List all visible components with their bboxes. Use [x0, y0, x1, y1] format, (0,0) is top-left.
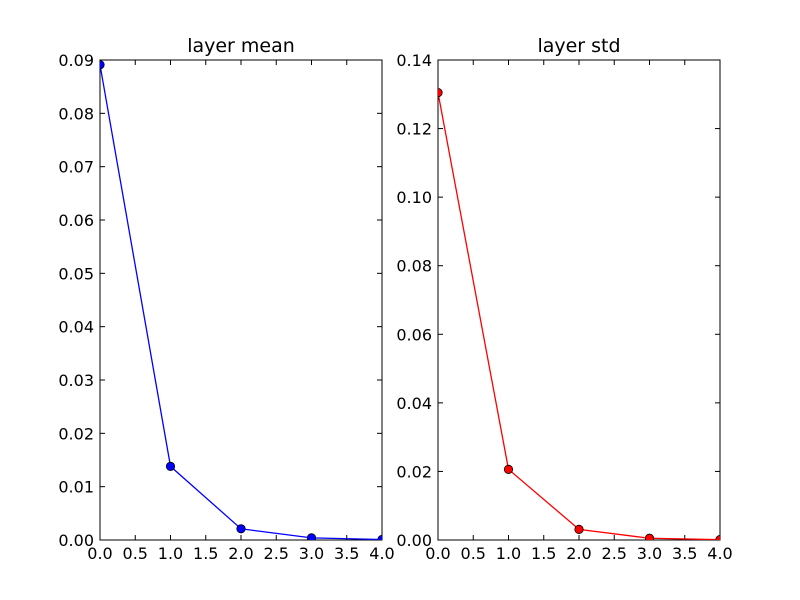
x-tick-label: 4.0 [369, 544, 394, 563]
data-point [100, 60, 105, 70]
x-tick-label: 1.0 [158, 544, 183, 563]
y-tick-label: 0.06 [396, 325, 432, 344]
data-point [165, 461, 176, 471]
axes-frame [437, 59, 721, 541]
data-point [715, 535, 720, 540]
y-tick-label: 0.02 [396, 462, 432, 481]
data-point [306, 533, 317, 540]
subplot-layer-std: 0.0 0.5 1.0 1.5 2.0 2.5 3.0 3.5 4.0 0.00 0.02 0.04 0… [396, 35, 732, 563]
data-point [503, 464, 514, 474]
data-point [644, 533, 655, 540]
y-tick-label: 0.14 [396, 51, 432, 70]
y-tick-label: 0.05 [58, 264, 94, 283]
plot-area [100, 60, 382, 540]
y-tick-label: 0.04 [396, 394, 432, 413]
y-tick-label: 0.00 [58, 531, 94, 550]
y-tick-label: 0.09 [58, 51, 94, 70]
x-tick-label: 3.5 [672, 544, 697, 563]
chart-title: layer std [537, 35, 620, 57]
x-tick-label: 0.5 [461, 544, 486, 563]
x-tick-label: 1.5 [531, 544, 556, 563]
y-tick-label: 0.01 [58, 478, 94, 497]
x-tick-label: 2.5 [264, 544, 289, 563]
x-tick-label: 0.5 [123, 544, 148, 563]
x-tick-label: 2.5 [602, 544, 627, 563]
data-point [574, 524, 584, 534]
x-tick-label: 3.0 [637, 544, 662, 563]
y-tick-label: 0.02 [58, 424, 94, 443]
x-tick-label: 1.5 [193, 544, 218, 563]
x-tick-label: 0.0 [425, 544, 450, 563]
data-point [236, 524, 246, 534]
chart-title: layer mean [187, 35, 295, 57]
x-tick-label: 3.0 [299, 544, 324, 563]
y-tick-label: 0.06 [58, 211, 94, 230]
axes-frame [99, 59, 383, 541]
y-tick-label: 0.07 [58, 158, 94, 177]
x-tick-label: 1.0 [496, 544, 521, 563]
y-tick-label: 0.04 [58, 318, 94, 337]
x-tick-label: 2.0 [566, 544, 591, 563]
data-point [438, 87, 443, 98]
data-point [377, 534, 382, 540]
y-tick-label: 0.08 [396, 257, 432, 276]
x-tick-label: 4.0 [707, 544, 732, 563]
y-tick-label: 0.00 [396, 531, 432, 550]
y-tick-label: 0.08 [58, 104, 94, 123]
plot-area [438, 87, 720, 540]
x-tick-label: 2.0 [228, 544, 253, 563]
y-tick-label: 0.12 [396, 120, 432, 139]
y-tick-label: 0.10 [396, 188, 432, 207]
subplot-layer-mean: 0.0 0.5 1.0 1.5 2.0 2.5 3.0 3.5 4.0 0.00 0.01 0.02 0… [58, 35, 394, 563]
x-tick-label: 0.0 [87, 544, 112, 563]
y-tick-label: 0.03 [58, 371, 94, 390]
x-tick-label: 3.5 [334, 544, 359, 563]
